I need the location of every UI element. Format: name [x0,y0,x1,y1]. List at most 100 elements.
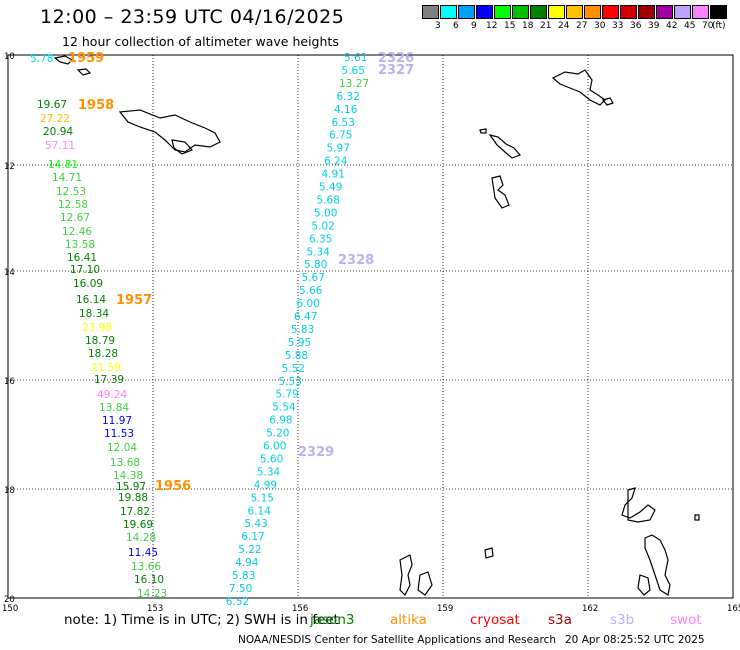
color-scale-legend [422,5,728,19]
color-tick-label: 39 [648,21,660,31]
lon-label: 159 [437,604,453,614]
wave-height-label: 6.14 [248,505,272,517]
color-swatch [602,5,619,19]
wave-height-label: 14.23 [137,588,167,600]
wave-height-label: 23.98 [82,322,112,334]
wave-height-label: 4.99 [254,479,277,491]
wave-height-label: 14.38 [113,470,143,482]
wave-height-label: 27.22 [40,113,70,125]
color-tick-label: 36 [630,21,642,31]
pass-label: 1959 [68,51,104,66]
color-tick-label: 70 [702,21,714,31]
color-unit-label: (ft) [712,21,726,31]
lon-label: 162 [582,604,598,614]
page-title: 12:00 – 23:59 UTC 04/16/2025 [40,6,345,28]
color-tick-label: 33 [612,21,624,31]
island-east-3 [491,175,510,209]
mission-s3a: s3a [548,612,572,628]
color-swatch [476,5,493,19]
wave-height-label: 6.32 [337,91,360,103]
wave-height-label: 5.83 [232,570,255,582]
wave-height-label: 14.28 [126,532,156,544]
wave-height-label: 5.97 [327,143,350,155]
color-tick-label: 18 [522,21,534,31]
wave-height-label: 5.95 [288,337,311,349]
color-tick-label: 21 [540,21,552,31]
wave-height-label: 16.41 [67,252,97,264]
wave-height-label: 7.50 [229,583,252,595]
lat-label: 12 [4,162,15,172]
wave-height-label: 6.98 [269,415,292,427]
color-swatch [692,5,709,19]
island-southeast-1 [621,487,656,523]
color-swatch [656,5,673,19]
island-southeast-2 [644,534,671,596]
color-swatch [548,5,565,19]
timestamp-text: 20 Apr 08:25:52 UTC 2025 [565,634,705,646]
wave-height-label: 6.17 [241,531,264,543]
wave-height-label: 19.69 [123,519,153,531]
wave-height-label: 11.53 [104,428,134,440]
coastlines [53,55,700,597]
island-northeast [551,69,606,106]
lon-label: 156 [292,604,308,614]
wave-height-label: 18.79 [85,335,115,347]
color-swatch [530,5,547,19]
mission-altika: altika [390,612,427,628]
wave-height-label: 4.94 [235,557,259,569]
mission-cryosat: cryosat [470,612,520,628]
wave-height-label: 13.66 [131,561,161,573]
wave-height-label: 11.97 [102,415,132,427]
lat-label: 14 [4,268,15,278]
wave-height-label: 6.35 [309,233,332,245]
lon-label: 165 [727,604,740,614]
island-east-2 [488,134,522,159]
color-swatch [638,5,655,19]
wave-height-label: 16.09 [73,278,103,290]
island-northwest [53,55,73,65]
wave-height-label: 5.83 [291,324,314,336]
color-tick-label: 6 [453,21,459,31]
color-tick-label: 42 [666,21,678,31]
wave-height-label: 14.71 [52,172,82,184]
pass-label: 2326 [378,51,414,66]
wave-height-label: 5.02 [312,220,335,232]
wave-height-label: 5.43 [244,518,267,530]
wave-height-label: 13.68 [110,457,140,469]
color-tick-label: 3 [435,21,441,31]
lat-label: 18 [4,486,15,496]
pass-label: 1957 [116,293,152,308]
wave-height-label: 6.52 [226,596,249,608]
wave-height-label: 17.82 [120,506,150,518]
wave-height-label: 5.65 [342,65,365,77]
wave-height-label: 5.20 [266,428,289,440]
wave-height-label: 16.14 [76,294,106,306]
color-swatch [458,5,475,19]
color-swatch [494,5,511,19]
pass-label: 2327 [378,63,414,78]
wave-height-label: 13.84 [99,402,129,414]
color-swatch [422,5,439,19]
color-tick-label: 30 [594,21,606,31]
island-northwest-2 [76,68,92,76]
lon-label: 153 [147,604,163,614]
island-east-1 [479,128,487,134]
wave-height-label: 4.91 [322,169,345,181]
wave-height-label: 5.67 [302,272,325,284]
note-text: note: 1) Time is in UTC; 2) SWH is in fe… [64,612,339,628]
pass-label: 1958 [78,98,114,113]
color-tick-label: 24 [558,21,570,31]
color-tick-label: 45 [684,21,696,31]
wave-height-label: 12.67 [60,212,90,224]
lon-label: 150 [2,604,18,614]
color-swatch [584,5,601,19]
footer-note: note: 1) Time is in UTC; 2) SWH is in fe… [64,612,339,628]
island-cluster-west-2 [171,139,194,155]
wave-height-label: 5.80 [304,259,327,271]
pass-label: 1956 [155,479,191,494]
wave-height-label: 5.53 [279,376,302,388]
color-swatch [440,5,457,19]
wave-height-label: 5.52 [282,363,305,375]
wave-height-label: 5.34 [307,246,331,258]
